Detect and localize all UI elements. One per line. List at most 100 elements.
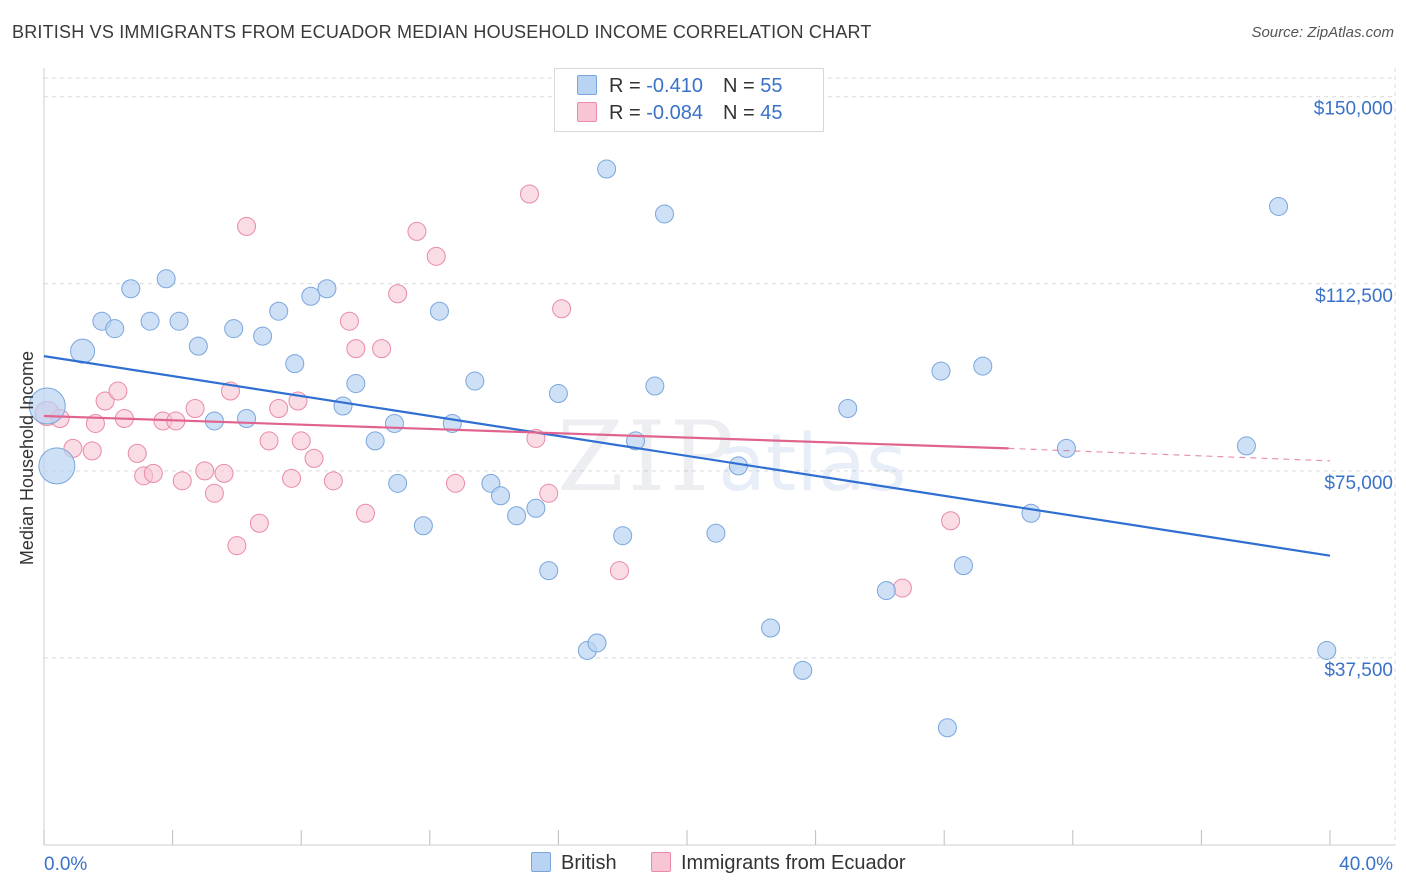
ecuador-point: [388, 284, 408, 304]
british-point: [465, 371, 485, 391]
watermark-zip: ZIP: [557, 401, 738, 513]
british-point: [1056, 438, 1076, 458]
chart-title: BRITISH VS IMMIGRANTS FROM ECUADOR MEDIA…: [12, 22, 872, 42]
british-point: [613, 526, 633, 546]
ecuador-point: [346, 339, 366, 359]
british-point: [491, 486, 511, 506]
british-point: [953, 556, 973, 576]
ecuador-point: [214, 463, 234, 483]
ecuador-points: [34, 184, 961, 598]
watermark: ZIP atlas: [557, 401, 907, 513]
british-point: [548, 384, 568, 404]
ecuador-point: [446, 473, 466, 493]
british-point: [237, 408, 257, 428]
british-point: [28, 387, 66, 425]
british-point: [1317, 640, 1337, 660]
british-point: [269, 301, 289, 321]
ecuador-point: [185, 398, 205, 418]
ecuador-point: [127, 443, 147, 463]
british-point: [38, 447, 76, 485]
british-point: [654, 204, 674, 224]
ecuador-point: [237, 216, 257, 236]
british-point: [388, 473, 408, 493]
y-tick-label: $150,000: [1314, 99, 1393, 120]
ecuador-swatch: [577, 102, 597, 122]
ecuador-point: [95, 391, 115, 411]
ecuador-point: [426, 246, 446, 266]
ecuador-point: [339, 311, 359, 331]
british-point: [188, 336, 208, 356]
ecuador-point: [82, 441, 102, 461]
legend-row-british: R = -0.410 N = 55: [577, 75, 782, 99]
british-point: [384, 413, 404, 433]
british-point: [937, 718, 957, 738]
stats-legend: R = -0.410 N = 55 R = -0.084 N = 45: [554, 68, 824, 132]
ecuador-point: [372, 339, 392, 359]
british-point: [838, 398, 858, 418]
british-point: [140, 311, 160, 331]
trend-lines: [43, 355, 1331, 557]
british-trend-line: [43, 355, 1331, 557]
british-point: [156, 269, 176, 289]
british-r-value: -0.410: [646, 75, 703, 97]
axes: [43, 68, 1395, 846]
tick-labels: $37,500 $75,000 $112,500 $150,000 0.0% 40.0% M…: [17, 99, 1393, 875]
british-point: [121, 279, 141, 299]
british-point: [876, 581, 896, 601]
british-swatch: [577, 75, 597, 95]
british-point: [70, 338, 96, 364]
british-legend-swatch: [531, 852, 551, 872]
british-point: [761, 618, 781, 638]
british-point: [526, 498, 546, 518]
british-point: [1269, 196, 1289, 216]
british-point: [169, 311, 189, 331]
british-point: [224, 319, 244, 339]
british-n-label: N =: [722, 75, 761, 97]
british-point: [1021, 503, 1041, 523]
legend-row-ecuador: R = -0.084 N = 45: [577, 102, 782, 126]
ecuador-trend-extension: [1008, 447, 1331, 462]
british-point: [539, 561, 559, 581]
ecuador-r-label: R =: [609, 102, 647, 124]
ecuador-point: [195, 461, 215, 481]
ecuador-point: [249, 513, 269, 533]
y-tick-label: $112,500: [1315, 286, 1393, 307]
ecuador-point: [407, 221, 427, 241]
ecuador-n-label: N =: [722, 102, 761, 124]
british-point: [507, 506, 527, 526]
ecuador-point: [941, 511, 961, 531]
british-point: [597, 159, 617, 179]
bottom-legend-british: British: [531, 852, 617, 875]
ecuador-point: [539, 483, 559, 503]
british-point: [346, 374, 366, 394]
british-point: [333, 396, 353, 416]
ecuador-point: [552, 299, 572, 319]
ecuador-point: [204, 483, 224, 503]
british-point: [793, 660, 813, 680]
ecuador-point: [892, 578, 912, 598]
british-point: [1236, 436, 1256, 456]
ecuador-n-value: 45: [760, 102, 783, 124]
british-point: [973, 356, 993, 376]
british-point: [301, 286, 321, 306]
ecuador-legend-swatch: [651, 852, 671, 872]
y-axis-label: Median Household Income: [17, 351, 37, 565]
ecuador-point: [143, 463, 163, 483]
british-point: [706, 523, 726, 543]
british-point: [285, 354, 305, 374]
ecuador-legend-label: Immigrants from Ecuador: [681, 852, 906, 874]
ecuador-point: [269, 398, 289, 418]
ecuador-point: [291, 431, 311, 451]
y-tick-label: $75,000: [1324, 473, 1393, 494]
ecuador-point: [85, 413, 105, 433]
ecuador-point: [259, 431, 279, 451]
ecuador-point: [108, 381, 128, 401]
british-point: [645, 376, 665, 396]
ecuador-point: [356, 503, 375, 523]
ecuador-point: [172, 471, 192, 491]
ecuador-point: [609, 561, 629, 581]
ecuador-point: [323, 471, 343, 491]
y-tick-label: $37,500: [1324, 660, 1393, 681]
british-legend-label: British: [561, 852, 617, 874]
